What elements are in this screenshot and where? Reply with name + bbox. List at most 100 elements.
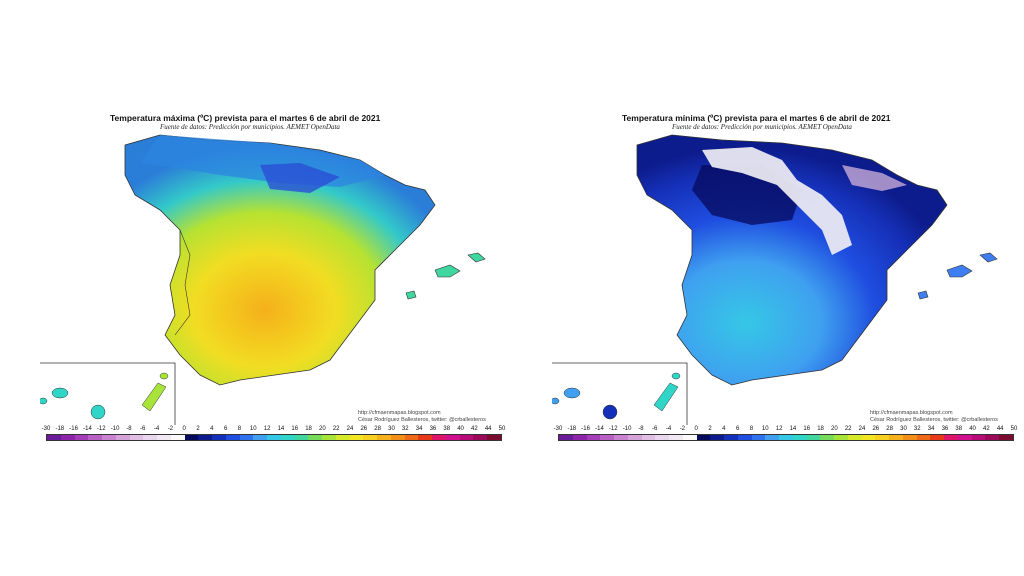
legend-tick-label: 40 <box>969 426 976 432</box>
legend-tick-label: 18 <box>305 426 312 432</box>
legend-color-cell <box>47 435 61 440</box>
legend-tick-label: 42 <box>983 426 990 432</box>
legend-color-cell <box>710 435 724 440</box>
legend-tick-label: 12 <box>775 426 783 432</box>
legend-color-cell <box>335 435 350 440</box>
iberian-peninsula <box>636 134 948 386</box>
legend-tick-label: 30 <box>900 426 907 432</box>
legend-color-cell <box>308 435 322 440</box>
legend-color-cell <box>60 435 75 440</box>
legend-color-cell <box>779 435 793 440</box>
legend-tick-label: -6 <box>140 426 146 432</box>
legend-tick-label: 50 <box>1010 426 1018 432</box>
legend-color-cell <box>902 435 917 440</box>
panel-subtitle: Fuente de datos: Predicción por municipi… <box>672 123 852 131</box>
credit-url: http://cfmaenmapas.blogspot.com <box>870 410 953 416</box>
legend-tick-label: 16 <box>803 426 811 432</box>
legend-color-cell <box>847 435 862 440</box>
legend-color-cell <box>930 435 944 440</box>
canary-islands <box>40 372 169 420</box>
legend-tick-label: 6 <box>735 426 740 432</box>
legend-tick-label: -14 <box>83 426 92 432</box>
legend-color-cell <box>627 435 642 440</box>
legend-color-cell <box>971 435 986 440</box>
credit-author: César Rodríguez Ballesteros, twitter: @c… <box>870 417 998 423</box>
legend-color-cell <box>418 435 432 440</box>
legend-ticks: -30 -18 -16 -14 -12 -10 -8 -6 -4 -2 0 2 4 6 8 10 12 14 16 1… <box>42 426 506 434</box>
legend-tick-label: 0 <box>182 426 186 432</box>
legend-tick-label: -18 <box>567 426 577 432</box>
legend-ticks: -30 -18 -16 -14 -12 -10 -8 -6 -4 -2 0 2 4 6 8 10 12 14 16 1… <box>554 426 1018 434</box>
canary-islands <box>552 372 681 420</box>
legend-color-cell <box>184 435 199 440</box>
legend-tick-label: 26 <box>360 426 368 432</box>
legend-color-cell <box>322 435 336 440</box>
legend-color-cell <box>198 435 212 440</box>
min-temperature-map <box>552 134 998 425</box>
legend-color-cell <box>212 435 226 440</box>
legend-color-cell <box>985 435 999 440</box>
legend-color-cell <box>459 435 474 440</box>
panel-subtitle: Fuente de datos: Predicción por municipi… <box>160 123 340 131</box>
legend-tick-label: 28 <box>886 426 893 432</box>
legend-tick-label: 26 <box>872 426 880 432</box>
legend-color-cell <box>102 435 116 440</box>
legend-color-cell <box>143 435 157 440</box>
legend-tick-label: 14 <box>789 426 797 432</box>
legend-tick-label: -14 <box>595 426 604 432</box>
legend-color-cell <box>889 435 903 440</box>
legend-color-cell <box>225 435 240 440</box>
legend-tick-label: -18 <box>55 426 65 432</box>
legend-tick-label: 40 <box>457 426 464 432</box>
temperature-legend: -30 -18 -16 -14 -12 -10 -8 -6 -4 -2 0 2 4 6 8 10 12 14 16 1… <box>554 426 1018 442</box>
legend-color-cell <box>614 435 628 440</box>
legend-color-cell <box>999 435 1013 440</box>
legend-color-cell <box>363 435 377 440</box>
legend-color-bar <box>46 434 502 441</box>
credits: http://cfmaenmapas.blogspot.com César Ro… <box>358 410 486 424</box>
legend-tick-label: -4 <box>153 426 160 432</box>
legend-tick-label: -6 <box>652 426 658 432</box>
legend-tick-label: 6 <box>223 426 228 432</box>
legend-tick-label: -12 <box>96 426 106 432</box>
legend-color-cell <box>487 435 501 440</box>
legend-tick-label: 30 <box>388 426 395 432</box>
legend-tick-label: 0 <box>694 426 698 432</box>
legend-color-cell <box>157 435 171 440</box>
balearic-islands <box>917 252 998 300</box>
legend-tick-label: -4 <box>665 426 672 432</box>
legend-tick-label: 10 <box>761 426 769 432</box>
legend-color-cell <box>724 435 738 440</box>
legend-color-cell <box>765 435 779 440</box>
legend-color-cell <box>170 435 185 440</box>
legend-color-cell <box>253 435 267 440</box>
legend-tick-label: 22 <box>844 426 852 432</box>
legend-tick-label: -16 <box>69 426 78 432</box>
legend-tick-label: 4 <box>722 426 726 432</box>
legend-tick-label: -8 <box>126 426 132 432</box>
legend-tick-label: -16 <box>581 426 590 432</box>
legend-tick-label: 34 <box>927 426 935 432</box>
legend-color-cell <box>820 435 834 440</box>
panel-title: Temperatura máxima (ºC) prevista para el… <box>110 113 381 123</box>
legend-color-cell <box>390 435 405 440</box>
legend-tick-label: 32 <box>913 426 921 432</box>
legend-color-cell <box>559 435 573 440</box>
legend-color-cell <box>696 435 711 440</box>
legend-tick-label: -2 <box>167 426 174 432</box>
legend-color-cell <box>473 435 487 440</box>
legend-tick-label: -8 <box>638 426 644 432</box>
legend-tick-label: 38 <box>955 426 963 432</box>
legend-color-cell <box>432 435 446 440</box>
legend-color-cell <box>586 435 601 440</box>
legend-color-cell <box>404 435 419 440</box>
legend-tick-label: -10 <box>110 426 120 432</box>
legend-tick-label: 38 <box>443 426 451 432</box>
panel-title: Temperatura mínima (ºC) prevista para el… <box>622 113 891 123</box>
legend-tick-label: 10 <box>249 426 257 432</box>
legend-color-cell <box>280 435 295 440</box>
legend-tick-label: 22 <box>332 426 340 432</box>
legend-tick-label: 8 <box>749 426 754 432</box>
legend-color-cell <box>129 435 144 440</box>
legend-color-cell <box>641 435 656 440</box>
